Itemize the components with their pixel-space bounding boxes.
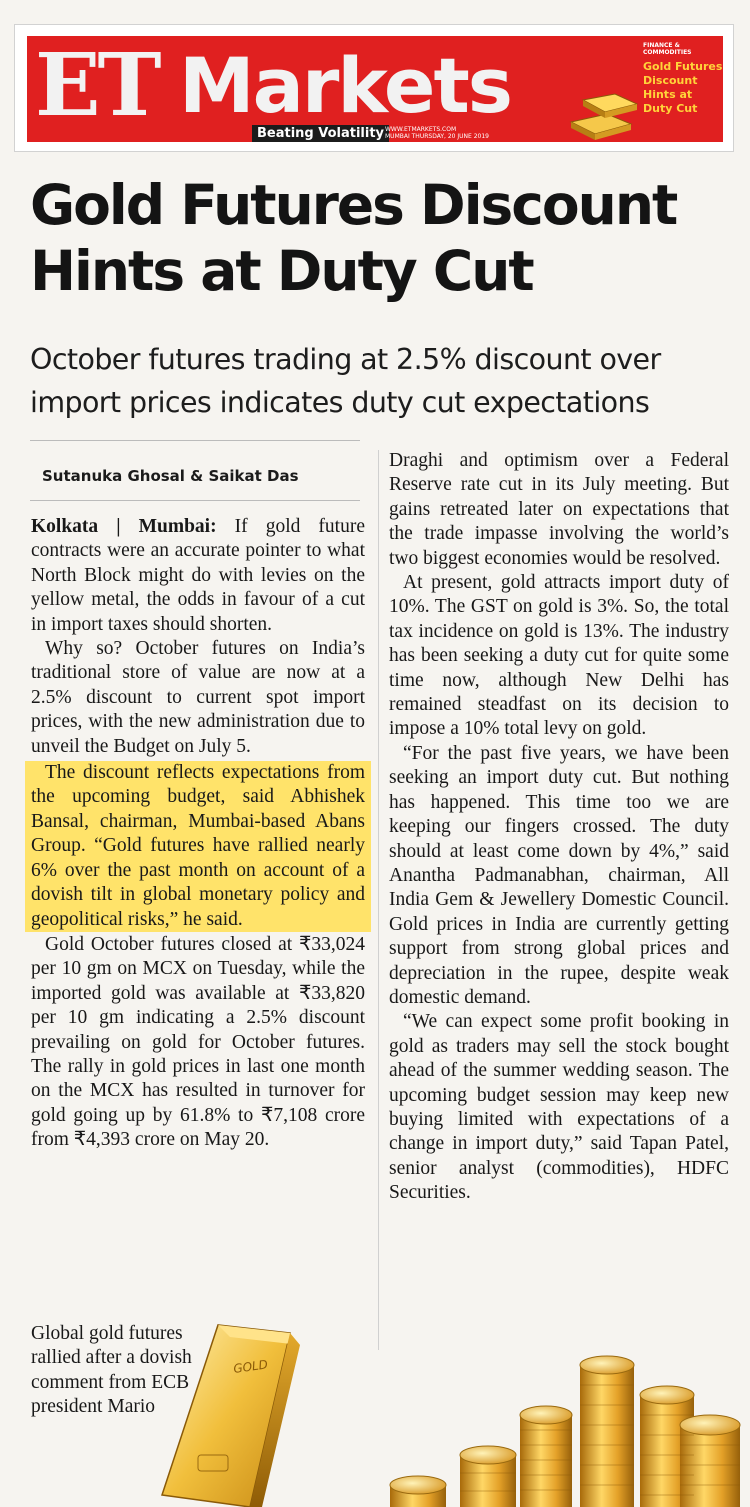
article-deck: October futures trading at 2.5% discount…	[30, 343, 661, 419]
masthead-frame: ET Markets Beating Volatility WWW.ETMARK…	[14, 24, 734, 152]
coin-stacks-icon	[389, 1355, 741, 1507]
paragraph-text: If gold future contracts were an accurat…	[31, 516, 365, 635]
gold-bar-icon: GOLD	[161, 1324, 300, 1507]
paragraph: Kolkata | Mumbai: If gold future contrac…	[31, 515, 365, 637]
column-divider	[378, 450, 379, 1350]
article-byline: Sutanuka Ghosal & Saikat Das	[42, 467, 299, 485]
paragraph: “We can expect some profit booking in go…	[389, 1011, 729, 1204]
masthead-tagline: Beating Volatility	[252, 125, 390, 142]
article-headline: Gold Futures Discount Hints at Duty Cut	[30, 173, 678, 303]
article-dateline: Kolkata | Mumbai:	[31, 516, 217, 537]
gold-bar-and-coins-illustration: GOLD	[161, 1324, 741, 1507]
paragraph: The discount reflects expectations from …	[31, 762, 365, 930]
highlighted-quote: The discount reflects expectations from …	[25, 761, 371, 932]
masthead-banner: ET Markets Beating Volatility WWW.ETMARK…	[27, 36, 723, 142]
gold-bars-icon	[569, 93, 639, 140]
byline-rule-bottom	[30, 500, 360, 501]
paragraph: Why so? October futures on India’s tradi…	[31, 638, 365, 757]
article-column-right: Draghi and optimism over a Federal Reser…	[389, 449, 729, 1206]
paragraph: Gold October futures closed at ₹33,024 p…	[31, 933, 365, 1151]
masthead-site: WWW.ETMARKETS.COM	[385, 126, 457, 133]
brand-et: ET	[35, 36, 162, 136]
masthead-teaser: Gold Futures Discount Hints at Duty Cut	[643, 60, 723, 115]
paragraph: At present, gold attracts import duty of…	[389, 572, 729, 740]
masthead-category: FINANCE & COMMODITIES	[643, 42, 692, 56]
paragraph: Global gold futures rallied after a dovi…	[31, 1323, 192, 1418]
paragraph: Draghi and optimism over a Federal Reser…	[389, 450, 729, 569]
paragraph: “For the past five years, we have been s…	[389, 742, 729, 1008]
gold-bar-stamp: GOLD	[232, 1357, 268, 1376]
brand-markets: Markets	[179, 41, 513, 130]
byline-rule-top	[30, 440, 360, 441]
masthead-site-and-edition: WWW.ETMARKETS.COM MUMBAI THURSDAY, 20 JU…	[385, 126, 489, 140]
masthead-edition: MUMBAI THURSDAY, 20 JUNE 2019	[385, 133, 489, 140]
article-column-left-continued: Global gold futures rallied after a dovi…	[31, 1322, 201, 1420]
article-column-left: Kolkata | Mumbai: If gold future contrac…	[25, 515, 371, 1153]
